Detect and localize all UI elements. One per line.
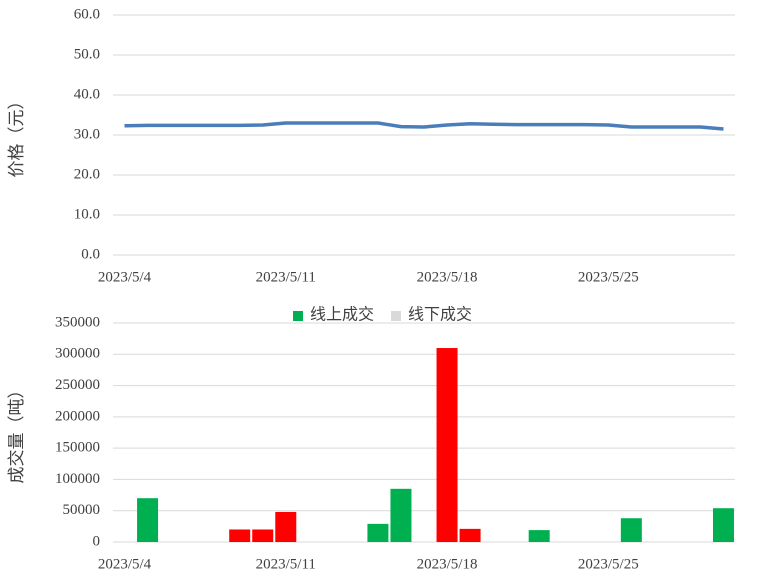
y-tick-label: 40.0 (74, 86, 100, 102)
y-tick-label: 100000 (55, 471, 100, 487)
y-axis-label: 价格（元） (7, 93, 26, 178)
legend-swatch (293, 311, 303, 321)
y-tick-label: 250000 (55, 377, 100, 393)
bar (390, 488, 412, 542)
bar (712, 508, 734, 542)
bar (252, 529, 274, 542)
y-tick-label: 20.0 (74, 166, 100, 182)
y-tick-label: 10.0 (74, 206, 100, 222)
x-tick-label: 2023/5/25 (578, 269, 639, 285)
bar (275, 511, 297, 542)
y-tick-label: 300000 (55, 346, 100, 362)
bar (137, 498, 159, 542)
y-tick-label: 0.0 (81, 246, 100, 262)
x-tick-label: 2023/5/4 (98, 556, 152, 572)
y-tick-label: 50000 (63, 502, 101, 518)
y-tick-label: 350000 (55, 314, 100, 330)
x-tick-label: 2023/5/25 (578, 556, 639, 572)
x-tick-label: 2023/5/18 (417, 269, 478, 285)
bar (229, 529, 251, 542)
y-tick-label: 0 (93, 533, 101, 549)
x-tick-label: 2023/5/11 (256, 269, 316, 285)
line-series (124, 121, 724, 131)
bar (459, 528, 481, 542)
y-tick-label: 200000 (55, 408, 100, 424)
legend-label: 线上成交 (310, 306, 374, 324)
x-tick-label: 2023/5/4 (98, 269, 152, 285)
y-tick-label: 150000 (55, 440, 100, 456)
bar (367, 523, 389, 542)
bar (528, 530, 550, 542)
bar (620, 518, 642, 542)
y-tick-label: 30.0 (74, 126, 100, 142)
legend-swatch (391, 311, 401, 321)
bar (436, 348, 458, 542)
y-axis-label: 成交量（吨） (7, 382, 26, 484)
y-tick-label: 50.0 (74, 46, 100, 62)
y-tick-label: 60.0 (74, 6, 100, 22)
x-tick-label: 2023/5/11 (256, 556, 316, 572)
x-tick-label: 2023/5/18 (417, 556, 478, 572)
legend-label: 线下成交 (408, 306, 472, 324)
